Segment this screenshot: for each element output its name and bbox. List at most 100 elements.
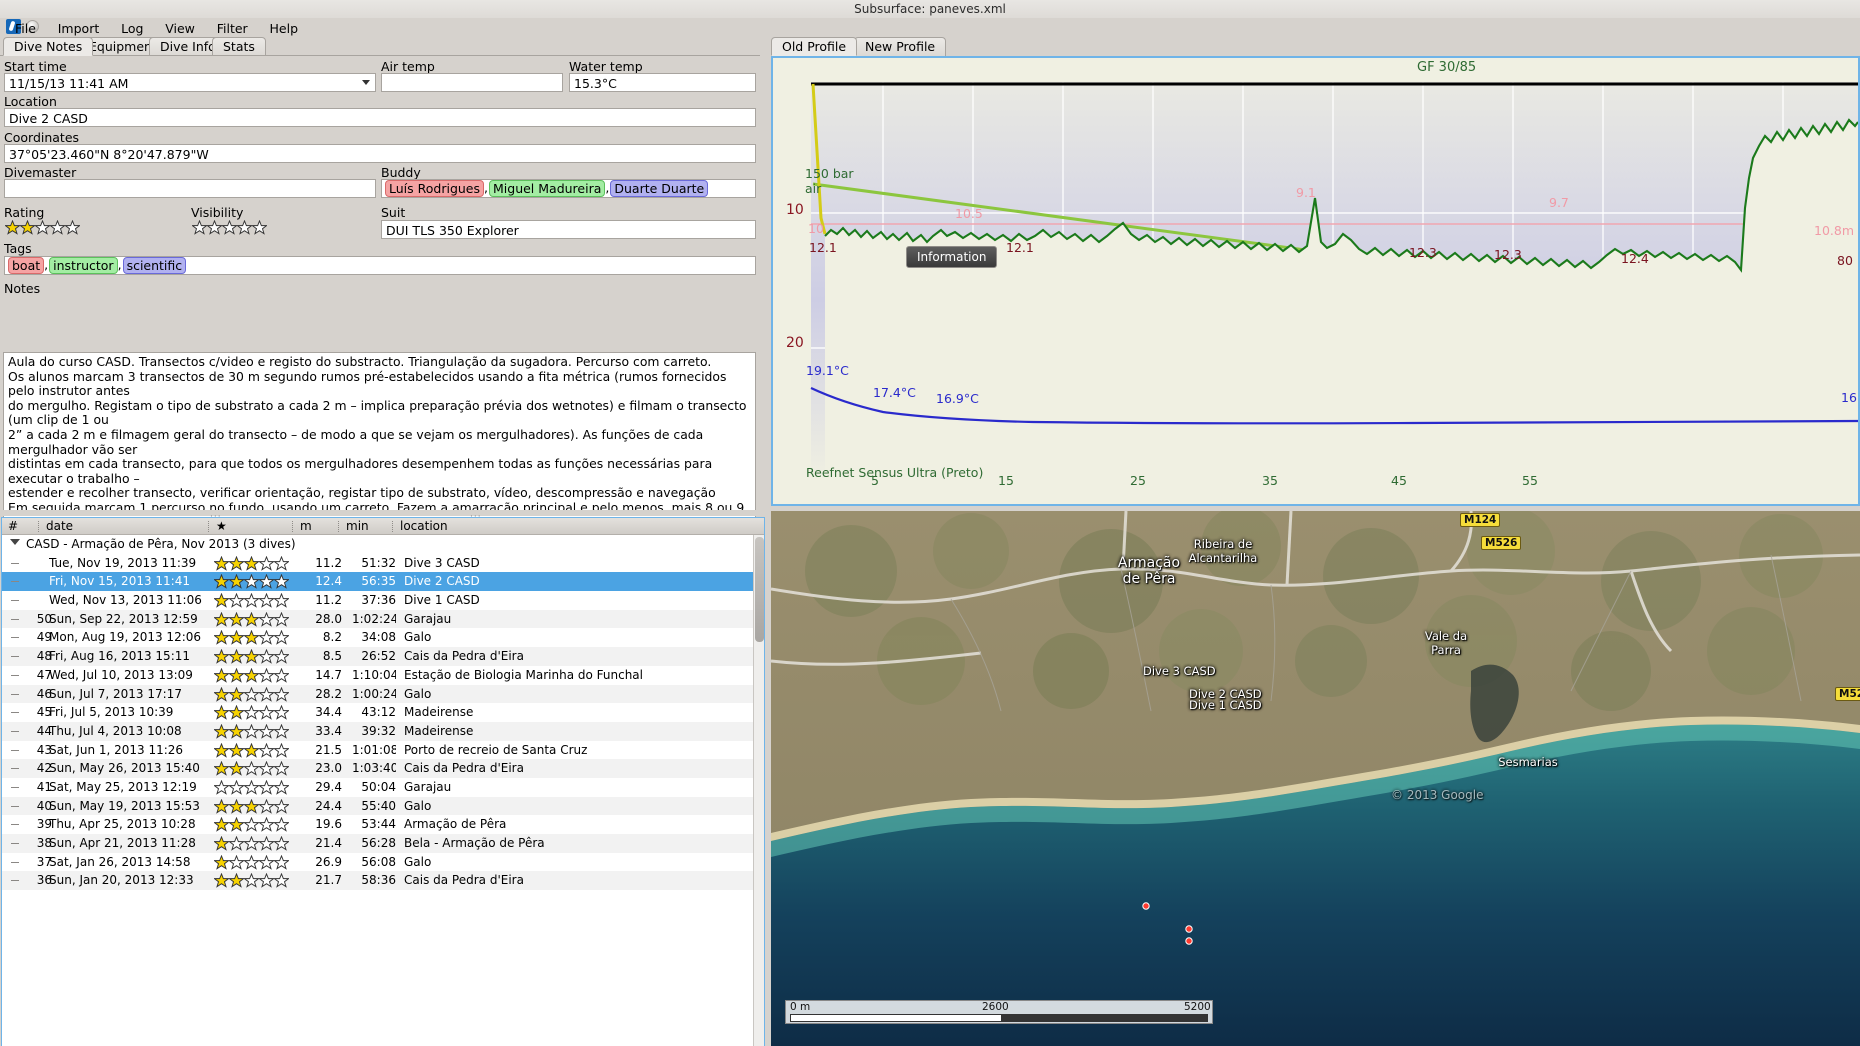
chip-instructor[interactable]: instructor bbox=[49, 257, 118, 274]
star-icon[interactable] bbox=[243, 574, 260, 590]
horizontal-splitter[interactable]: ··· ··· bbox=[0, 510, 760, 522]
rating-stars[interactable] bbox=[4, 219, 81, 235]
star-icon[interactable] bbox=[214, 854, 230, 870]
star-icon[interactable] bbox=[243, 649, 260, 664]
star-icon[interactable] bbox=[273, 779, 289, 795]
column-divider[interactable] bbox=[392, 521, 393, 532]
table-row[interactable]: 36 Sun, Jan 20, 2013 12:33 21.7 58:36 Cais d… bbox=[2, 871, 764, 891]
star-icon[interactable] bbox=[251, 219, 268, 235]
star-icon[interactable] bbox=[49, 219, 66, 235]
star-icon[interactable] bbox=[228, 854, 245, 870]
cell-rating[interactable] bbox=[214, 705, 289, 720]
cell-rating[interactable] bbox=[214, 836, 289, 851]
table-row[interactable]: 48 Fri, Aug 16, 2013 15:11 8.5 26:52 Cais da… bbox=[2, 647, 764, 666]
chip-lu-s-rodrigues[interactable]: Luís Rodrigues bbox=[385, 180, 485, 197]
dive-list-body[interactable]: CASD - Armação de Pêra, Nov 2013 (3 dive… bbox=[2, 535, 764, 1046]
table-row[interactable]: 47 Wed, Jul 10, 2013 13:09 14.7 1:10:04 Esta… bbox=[2, 666, 764, 685]
tab-new-profile[interactable]: New Profile bbox=[854, 37, 947, 56]
star-icon[interactable] bbox=[228, 593, 245, 608]
star-icon[interactable] bbox=[228, 630, 245, 646]
star-icon[interactable] bbox=[228, 611, 245, 627]
star-icon[interactable] bbox=[258, 611, 275, 627]
star-icon[interactable] bbox=[243, 667, 260, 683]
table-row[interactable]: 43 Sat, Jun 1, 2013 11:26 21.5 1:01:08 Porto… bbox=[2, 741, 764, 760]
tab-old-profile[interactable]: Old Profile bbox=[771, 37, 858, 56]
star-icon[interactable] bbox=[221, 219, 238, 235]
star-icon[interactable] bbox=[206, 219, 223, 235]
star-icon[interactable] bbox=[258, 836, 275, 851]
star-icon[interactable] bbox=[214, 686, 230, 702]
star-icon[interactable] bbox=[228, 667, 245, 683]
star-icon[interactable] bbox=[243, 873, 260, 889]
star-icon[interactable] bbox=[214, 723, 230, 739]
star-icon[interactable] bbox=[273, 761, 289, 777]
star-icon[interactable] bbox=[214, 742, 230, 758]
star-icon[interactable] bbox=[214, 574, 230, 590]
column-header-location[interactable]: location bbox=[400, 519, 448, 533]
buddy-input[interactable]: Luís Rodrigues, Miguel Madureira, Duarte D… bbox=[381, 179, 756, 198]
dive-list-scrollbar[interactable] bbox=[753, 535, 764, 1046]
table-row[interactable]: 50 Sun, Sep 22, 2013 12:59 28.0 1:02:24 Gara… bbox=[2, 609, 764, 629]
dive-list[interactable]: # date ★ m min location CASD - Armação d… bbox=[1, 517, 765, 1046]
star-icon[interactable] bbox=[214, 555, 230, 571]
menu-item-log[interactable]: Log bbox=[121, 21, 144, 36]
star-icon[interactable] bbox=[273, 593, 289, 608]
suit-input[interactable]: DUI TLS 350 Explorer bbox=[381, 220, 756, 239]
star-icon[interactable] bbox=[273, 555, 289, 571]
star-icon[interactable] bbox=[273, 742, 289, 758]
star-icon[interactable] bbox=[228, 836, 245, 851]
star-icon[interactable] bbox=[243, 593, 260, 608]
star-icon[interactable] bbox=[243, 836, 260, 851]
star-icon[interactable] bbox=[214, 649, 230, 664]
star-icon[interactable] bbox=[258, 779, 275, 795]
star-icon[interactable] bbox=[243, 555, 260, 571]
star-icon[interactable] bbox=[243, 742, 260, 758]
location-input[interactable]: Dive 2 CASD bbox=[4, 108, 756, 127]
cell-rating[interactable] bbox=[214, 555, 289, 571]
star-icon[interactable] bbox=[243, 817, 260, 833]
star-icon[interactable] bbox=[228, 742, 245, 758]
menu-item-filter[interactable]: Filter bbox=[216, 21, 248, 36]
star-icon[interactable] bbox=[214, 798, 230, 814]
star-icon[interactable] bbox=[273, 817, 289, 833]
column-divider[interactable] bbox=[338, 521, 339, 532]
cell-rating[interactable] bbox=[214, 798, 289, 814]
tab-dive-info[interactable]: Dive Info bbox=[149, 37, 227, 56]
star-icon[interactable] bbox=[214, 667, 230, 683]
star-icon[interactable] bbox=[4, 219, 21, 235]
divemaster-input[interactable] bbox=[4, 179, 376, 198]
star-icon[interactable] bbox=[273, 705, 289, 720]
table-row[interactable]: 45 Fri, Jul 5, 2013 10:39 34.4 43:12 Madeire… bbox=[2, 703, 764, 722]
star-icon[interactable] bbox=[273, 723, 289, 739]
star-icon[interactable] bbox=[258, 593, 275, 608]
scrollbar-thumb[interactable] bbox=[755, 537, 764, 642]
star-icon[interactable] bbox=[228, 555, 245, 571]
chip-miguel-madureira[interactable]: Miguel Madureira bbox=[489, 180, 606, 197]
star-icon[interactable] bbox=[258, 742, 275, 758]
table-row[interactable]: 42 Sun, May 26, 2013 15:40 23.0 1:03:40 Cais… bbox=[2, 759, 764, 778]
table-row[interactable]: 40 Sun, May 19, 2013 15:53 24.4 55:40 Galo bbox=[2, 796, 764, 816]
column-header-number[interactable]: # bbox=[8, 519, 19, 533]
visibility-stars[interactable] bbox=[191, 219, 268, 235]
tab-stats[interactable]: Stats bbox=[212, 37, 266, 56]
column-divider[interactable] bbox=[208, 521, 209, 532]
star-icon[interactable] bbox=[243, 705, 260, 720]
star-icon[interactable] bbox=[243, 686, 260, 702]
star-icon[interactable] bbox=[243, 611, 260, 627]
star-icon[interactable] bbox=[273, 686, 289, 702]
table-row[interactable]: Tue, Nov 19, 2013 11:39 11.2 51:32 Dive 3 C… bbox=[2, 554, 764, 573]
dive-marker-label-2[interactable]: Dive 2 CASD bbox=[1189, 687, 1262, 701]
star-icon[interactable] bbox=[258, 574, 275, 590]
chip-duarte-duarte[interactable]: Duarte Duarte bbox=[610, 180, 709, 197]
chip-scientific[interactable]: scientific bbox=[122, 257, 187, 274]
cell-rating[interactable] bbox=[214, 854, 289, 870]
star-icon[interactable] bbox=[258, 686, 275, 702]
star-icon[interactable] bbox=[228, 649, 245, 664]
star-icon[interactable] bbox=[243, 779, 260, 795]
table-row[interactable]: 44 Thu, Jul 4, 2013 10:08 33.4 39:32 Madeire… bbox=[2, 721, 764, 741]
star-icon[interactable] bbox=[258, 817, 275, 833]
air-temp-input[interactable] bbox=[381, 73, 563, 92]
dive-marker-label-1[interactable]: Dive 1 CASD bbox=[1189, 698, 1262, 712]
cell-rating[interactable] bbox=[214, 686, 289, 702]
cell-rating[interactable] bbox=[214, 761, 289, 777]
